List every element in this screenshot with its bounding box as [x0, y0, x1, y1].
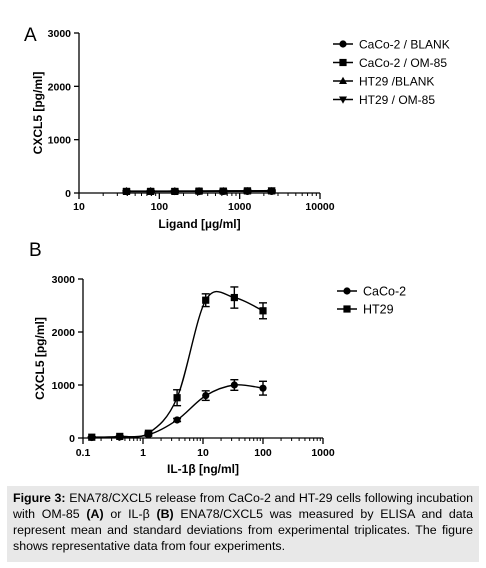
panel-b-data-point — [116, 432, 124, 441]
panel-a-data-point — [122, 188, 131, 196]
panel-b-x-tick-label: 1 — [140, 447, 146, 459]
panel-a-data-point — [267, 187, 276, 195]
panel-b-data-point — [230, 381, 238, 389]
panel-b-y-tick-label: 2000 — [52, 327, 76, 339]
caption-text-2: or IL-β — [110, 507, 150, 521]
panel-b-data-point — [202, 392, 210, 400]
panel-b-data-point — [88, 433, 96, 441]
panel-a-y-tick-label: 3000 — [48, 28, 72, 40]
panel-a-legend-marker — [339, 96, 347, 104]
panel-a-x-tick-label: 10 — [73, 201, 85, 213]
caption-panel-a: (A) — [86, 507, 104, 521]
panel-a-legend-label: HT29 / OM-85 — [359, 93, 435, 107]
panel-b-data-point — [259, 307, 267, 315]
panel-b-label: B — [29, 240, 42, 261]
panel-a-legend-marker — [339, 40, 347, 48]
panel-a-y-tick-label: 1000 — [48, 135, 72, 147]
panel-a-legend-label: CaCo-2 / BLANK — [359, 38, 450, 52]
panel-b-x-tick-label: 1000 — [311, 447, 335, 459]
panel-b-x-tick-label: 0.1 — [76, 447, 91, 459]
panel-a-data-point — [146, 188, 155, 196]
caption-label: Figure 3: — [13, 491, 66, 505]
panel-b-x-tick-label: 100 — [254, 447, 272, 459]
panel-a-data-point — [219, 187, 228, 196]
panel-a-legend-label: CaCo-2 / OM-85 — [359, 56, 447, 70]
panel-b-data-point — [202, 296, 210, 304]
panel-b-legend-label: HT29 — [363, 303, 394, 317]
caption-text-1: ENA78/CXCL5 release from CaCo-2 and HT-2… — [13, 491, 473, 521]
panel-b-y-axis-title: CXCL5 [pg/ml] — [33, 317, 47, 400]
panel-b-legend-label: CaCo-2 — [363, 285, 406, 299]
figure-caption: Figure 3: ENA78/CXCL5 release from CaCo-… — [7, 486, 479, 562]
panel-b-series-1 — [87, 379, 267, 442]
panel-a-legend-marker — [339, 76, 347, 84]
panel-b-series-line — [91, 290, 264, 438]
panel-b-y-tick-label: 3000 — [52, 274, 76, 286]
panel-a-label: A — [24, 25, 37, 46]
panel-a-legend-marker — [339, 58, 347, 67]
panel-a-data-point — [195, 188, 204, 196]
panel-b-legend-marker — [343, 287, 351, 295]
panel-a-x-tick-label: 100 — [151, 201, 169, 213]
panel-a-legend-label: HT29 /BLANK — [359, 75, 434, 89]
panel-b-legend-marker — [343, 305, 351, 313]
panel-b-data-point — [173, 416, 181, 424]
panel-a-x-axis-title: Ligand [µg/ml] — [158, 217, 240, 231]
panel-b-data-point — [230, 293, 238, 302]
panel-b-x-tick-label: 10 — [197, 447, 209, 459]
panel-b-y-tick-label: 1000 — [52, 380, 76, 392]
panel-a-y-tick-label: 0 — [65, 188, 71, 200]
panel-a-x-tick-label: 1000 — [228, 201, 252, 213]
panel-a-y-axis-title: CXCL5 [pg/ml] — [31, 72, 45, 155]
panel-b-data-point — [173, 394, 181, 402]
panel-a-series-4 — [122, 187, 276, 196]
caption-panel-b: (B) — [156, 507, 174, 521]
panel-b-series-2 — [87, 286, 267, 441]
panel-a-y-tick-label: 2000 — [48, 81, 72, 93]
panel-b-x-axis-title: IL-1β [ng/ml] — [167, 462, 239, 476]
panel-a-data-point — [170, 188, 179, 196]
caption-text-3: ENA78/CXCL5 was measured by ELISA and da… — [13, 507, 473, 553]
panel-b-y-tick-label: 0 — [69, 433, 75, 445]
panel-b-data-point — [144, 429, 152, 437]
panel-b-data-point — [259, 384, 267, 392]
panel-a-x-tick-label: 10000 — [305, 201, 334, 213]
panel-a-data-point — [243, 187, 252, 196]
